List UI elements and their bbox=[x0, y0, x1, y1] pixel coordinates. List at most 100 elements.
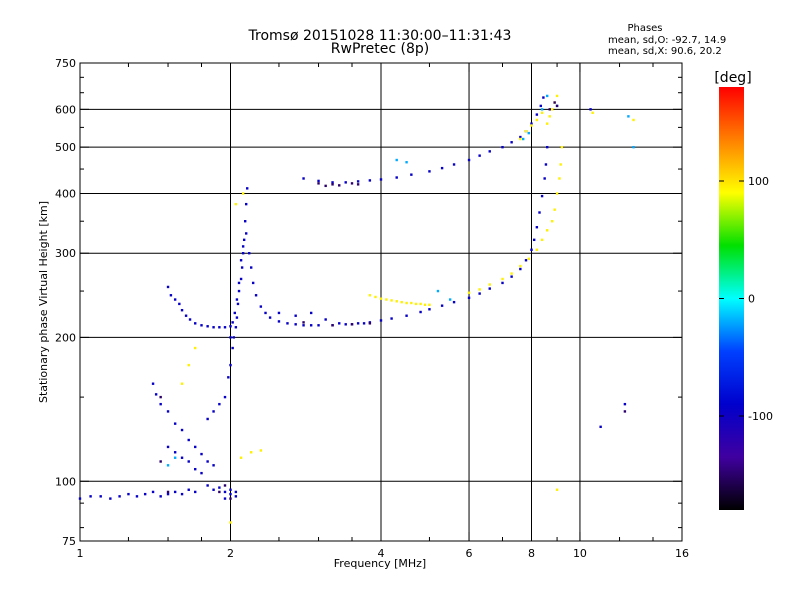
data-point bbox=[344, 323, 347, 326]
data-point bbox=[229, 336, 232, 339]
data-point bbox=[362, 322, 366, 325]
data-point bbox=[428, 308, 431, 311]
colorbar-ticks: 100 0 -100 bbox=[719, 175, 773, 423]
data-point bbox=[234, 202, 238, 206]
data-point bbox=[173, 298, 177, 301]
x-tick-label: 2 bbox=[227, 547, 234, 560]
data-point bbox=[206, 484, 209, 487]
x-tick-label: 6 bbox=[466, 547, 473, 560]
data-point bbox=[212, 488, 215, 491]
data-point bbox=[452, 300, 456, 304]
data-point bbox=[510, 275, 513, 278]
data-point bbox=[478, 288, 481, 291]
data-point bbox=[488, 150, 491, 153]
data-point bbox=[627, 115, 630, 118]
data-point bbox=[223, 326, 227, 329]
data-point bbox=[478, 154, 481, 157]
data-point bbox=[166, 464, 170, 467]
data-point bbox=[544, 163, 548, 166]
data-point bbox=[350, 182, 354, 185]
data-point bbox=[344, 181, 347, 184]
data-point bbox=[99, 495, 102, 498]
data-point bbox=[234, 490, 238, 494]
data-point bbox=[248, 252, 251, 255]
data-point bbox=[229, 497, 232, 500]
data-point bbox=[200, 471, 203, 475]
data-point bbox=[173, 422, 177, 425]
data-point bbox=[180, 382, 184, 385]
data-point bbox=[309, 324, 313, 327]
data-point bbox=[218, 326, 221, 329]
data-point bbox=[540, 111, 544, 115]
data-point bbox=[448, 298, 452, 301]
data-point bbox=[374, 295, 377, 299]
data-point bbox=[623, 402, 627, 406]
data-point bbox=[546, 122, 549, 125]
y-tick-label: 200 bbox=[55, 331, 76, 344]
data-point bbox=[194, 322, 197, 325]
data-point bbox=[187, 438, 190, 442]
data-point bbox=[488, 287, 491, 290]
data-point bbox=[324, 318, 327, 321]
plot-area: 1 2 4 6 8 10 16 75 100 200 300 400 500 600 750 bbox=[55, 57, 689, 560]
data-point bbox=[78, 497, 82, 500]
data-point bbox=[237, 289, 241, 293]
grid-lines bbox=[79, 63, 683, 541]
data-point bbox=[268, 316, 272, 319]
data-point bbox=[414, 302, 418, 306]
data-point bbox=[194, 467, 197, 471]
data-point bbox=[632, 118, 635, 122]
data-point bbox=[519, 135, 522, 139]
data-point bbox=[519, 267, 522, 271]
data-point bbox=[539, 104, 542, 108]
data-point bbox=[237, 281, 241, 285]
data-point bbox=[530, 248, 533, 251]
y-tick-label: 300 bbox=[55, 247, 76, 260]
chart-title: Tromsø 20151028 11:30:00–11:31:43 bbox=[248, 28, 512, 44]
data-point bbox=[379, 319, 383, 322]
data-point bbox=[239, 277, 243, 281]
data-point bbox=[277, 320, 281, 323]
data-point bbox=[212, 410, 215, 413]
data-point bbox=[159, 402, 162, 406]
data-point bbox=[154, 393, 158, 396]
data-point bbox=[159, 495, 162, 498]
data-point bbox=[173, 451, 177, 454]
data-point bbox=[591, 111, 594, 115]
data-point bbox=[331, 181, 334, 184]
data-point bbox=[519, 137, 522, 141]
data-point bbox=[553, 101, 556, 104]
data-point bbox=[188, 318, 192, 321]
phases-o-stats: mean, sd,O: -92.7, 14.9 bbox=[608, 35, 726, 46]
data-point bbox=[368, 179, 372, 182]
data-point bbox=[428, 303, 431, 306]
data-point bbox=[440, 304, 444, 307]
data-point bbox=[501, 145, 504, 149]
data-point bbox=[241, 252, 245, 255]
y-tick-label: 400 bbox=[55, 187, 76, 200]
data-point bbox=[532, 238, 536, 242]
data-point bbox=[405, 161, 408, 164]
data-point bbox=[178, 302, 181, 306]
data-point bbox=[166, 410, 170, 413]
data-point bbox=[245, 232, 248, 235]
data-point bbox=[548, 108, 551, 111]
data-point bbox=[236, 302, 240, 306]
data-point bbox=[212, 326, 215, 329]
data-point bbox=[184, 314, 188, 317]
data-point bbox=[302, 321, 305, 324]
data-point bbox=[234, 495, 238, 498]
data-point bbox=[546, 145, 549, 149]
x-tick-label: 4 bbox=[378, 547, 385, 560]
data-point bbox=[555, 94, 559, 98]
data-point bbox=[249, 451, 253, 454]
data-point bbox=[356, 322, 360, 325]
data-point bbox=[166, 490, 170, 494]
data-point bbox=[410, 173, 413, 176]
data-point bbox=[118, 495, 121, 498]
data-point bbox=[233, 311, 236, 315]
data-point bbox=[540, 238, 544, 242]
data-point bbox=[436, 289, 440, 293]
data-point bbox=[232, 336, 235, 339]
data-point bbox=[390, 317, 393, 320]
